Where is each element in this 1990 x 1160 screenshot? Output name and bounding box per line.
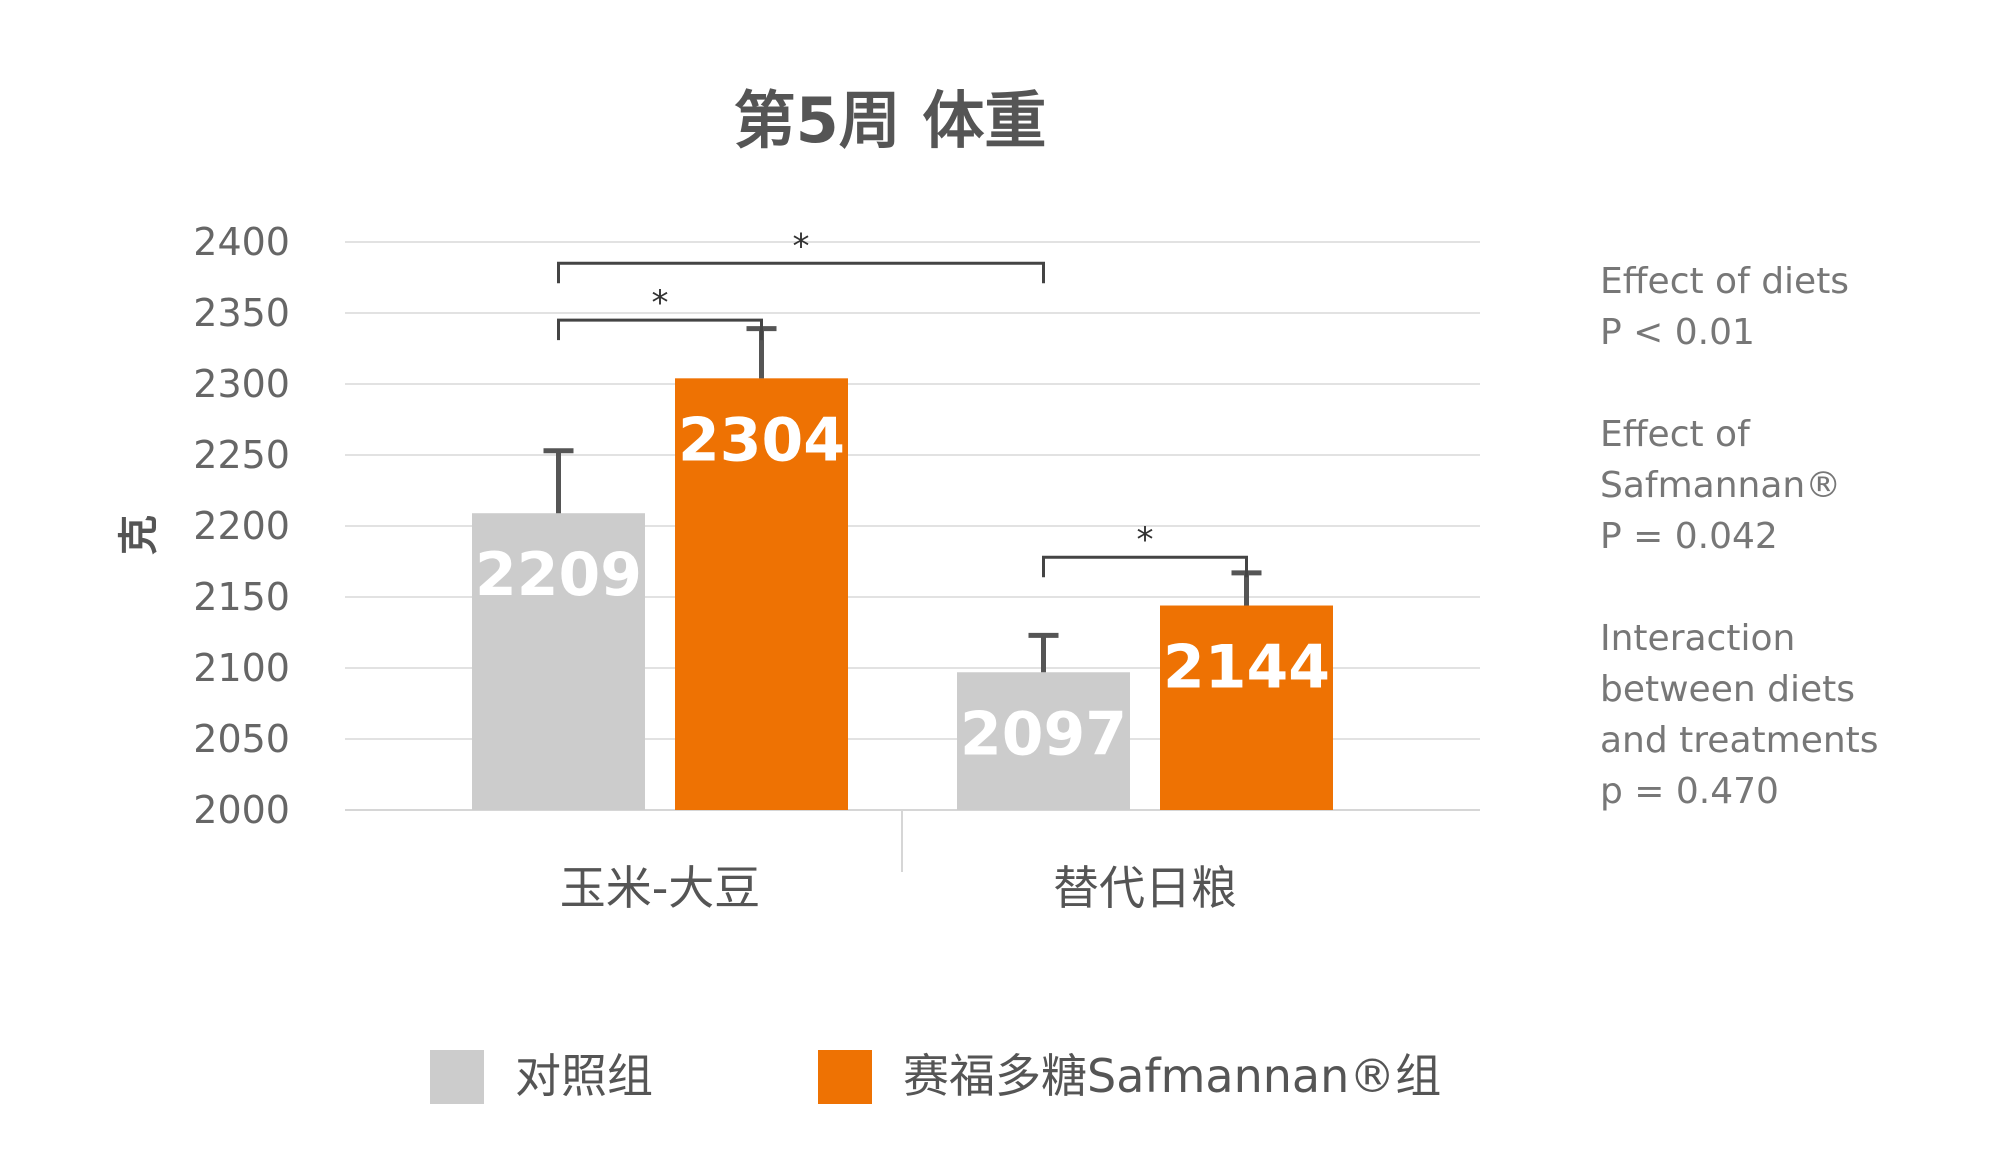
y-tick-label: 2250 (193, 433, 290, 477)
x-category-label: 玉米-大豆 (560, 861, 761, 915)
y-tick-label: 2050 (193, 717, 290, 761)
legend-swatch-control (430, 1050, 484, 1104)
chart-labels: 2000 2050 2100 2150 2200 2250 2300 2350 2400 克 220… (116, 220, 1330, 915)
significance-brackets: * * * (557, 226, 1248, 578)
significance-star: * (652, 283, 669, 323)
y-tick-label: 2350 (193, 291, 290, 335)
bar-safmannan-0 (675, 378, 848, 810)
statistics-note-line: Safmannan® (1600, 465, 1841, 506)
bar-control-0 (472, 513, 645, 810)
y-tick-label: 2000 (193, 788, 290, 832)
y-tick-label: 2150 (193, 575, 290, 619)
y-tick-label: 2300 (193, 362, 290, 406)
significance-star: * (1137, 520, 1154, 560)
significance-star: * (793, 226, 810, 266)
legend-label-control: 对照组 (515, 1049, 653, 1103)
statistics-note-line: and treatments (1600, 720, 1879, 761)
legend: 对照组 赛福多糖Safmannan®组 (430, 1049, 1441, 1104)
legend-label-safmannan: 赛福多糖Safmannan®组 (903, 1049, 1441, 1103)
statistics-note-line: Effect of diets (1600, 261, 1849, 302)
bars (472, 378, 1333, 810)
significance-bracket (557, 261, 1045, 284)
error-bars (543, 326, 1262, 673)
statistics-note-line: P = 0.042 (1600, 516, 1778, 557)
statistics-notes: Effect of diets P < 0.01 Effect of Safmanna… (1600, 261, 1879, 812)
statistics-note-line: Interaction (1600, 618, 1795, 659)
significance-bracket (557, 318, 763, 341)
chart-title: 第5周 体重 (734, 84, 1047, 157)
bar-safmannan-1 (1160, 605, 1333, 810)
statistics-note-line: p = 0.470 (1600, 771, 1779, 812)
legend-swatch-safmannan (818, 1050, 872, 1104)
bar-value-label: 2097 (960, 699, 1127, 769)
bar-value-label: 2209 (475, 540, 642, 610)
y-tick-label: 2400 (193, 220, 290, 264)
statistics-note-line: Effect of (1600, 414, 1751, 455)
significance-bracket (1042, 555, 1248, 578)
y-tick-label: 2100 (193, 646, 290, 690)
bar-control-1 (957, 672, 1130, 810)
bar-value-label: 2144 (1163, 633, 1330, 703)
statistics-note-line: P < 0.01 (1600, 312, 1755, 353)
statistics-note-line: between diets (1600, 669, 1855, 710)
bar-value-label: 2304 (678, 405, 845, 475)
y-axis-label: 克 (116, 515, 162, 555)
y-tick-label: 2200 (193, 504, 290, 548)
x-category-label: 替代日粮 (1053, 861, 1237, 915)
